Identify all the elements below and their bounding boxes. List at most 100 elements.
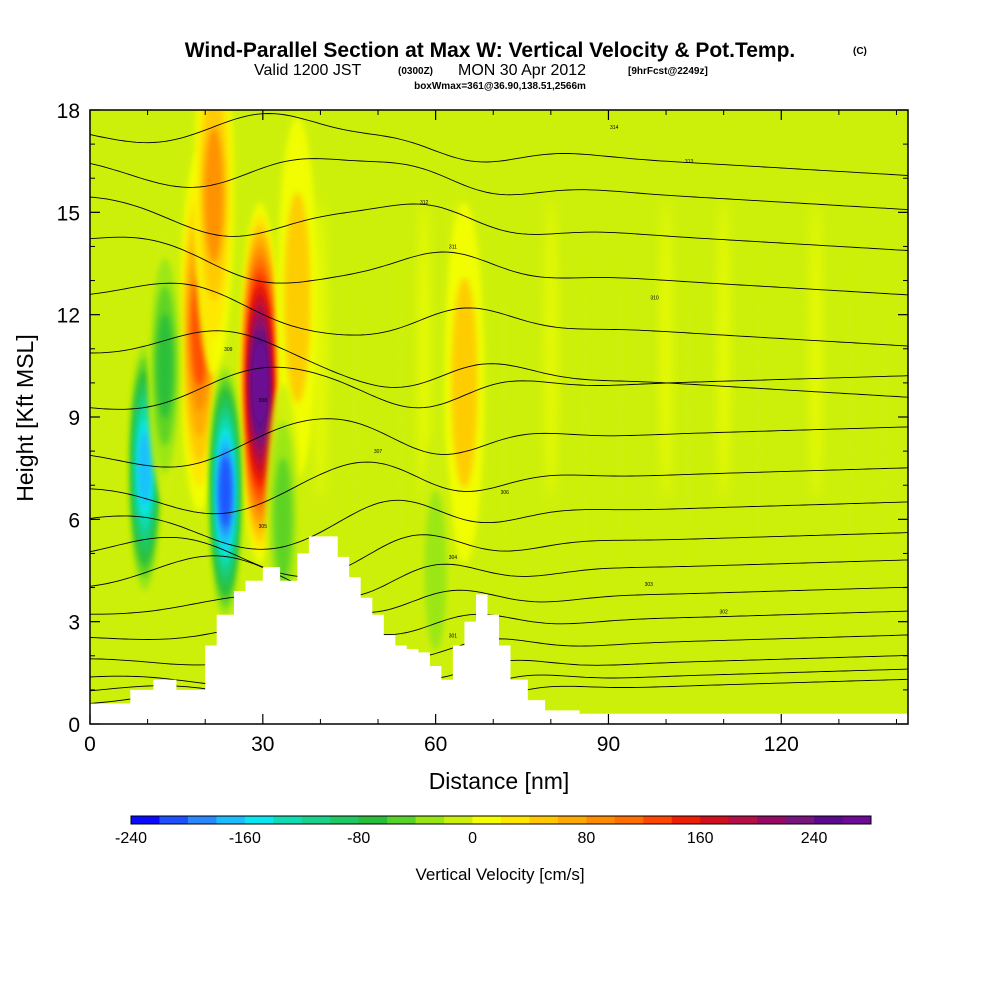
updraft-core xyxy=(252,342,267,424)
theta-contour-label: 314 xyxy=(610,125,619,131)
weak-downdraft-column xyxy=(499,247,510,587)
colorbar-swatch xyxy=(529,816,559,824)
x-tick-label: 0 xyxy=(84,733,96,756)
x-tick-label: 120 xyxy=(764,733,799,756)
theta-contour-label: 308 xyxy=(259,398,268,404)
weak-downdraft-column xyxy=(396,247,407,587)
colorbar-tick-label: -240 xyxy=(115,830,147,847)
box-info: boxWmax=361@36.90,138.51,2566m xyxy=(414,81,586,92)
y-tick-label: 0 xyxy=(68,714,80,737)
colorbar-swatch xyxy=(358,816,388,824)
downdraft-core xyxy=(273,457,292,581)
theta-contour-labels: 301 302 303 304 305 306 307 308 309 310 311 312 313 3… xyxy=(224,125,728,639)
theta-contour-label: 309 xyxy=(224,347,233,353)
chart-title: Wind-Parallel Section at Max W: Vertical… xyxy=(185,39,796,62)
downdraft-core xyxy=(424,490,447,651)
colorbar-swatch xyxy=(700,816,730,824)
theta-contour-label: 305 xyxy=(259,524,268,530)
colorbar-swatch xyxy=(444,816,473,824)
y-tick-label: 18 xyxy=(57,100,80,123)
colorbar-swatch xyxy=(785,816,815,824)
x-tick-label: 60 xyxy=(424,733,447,756)
colorbar-tick-label: -80 xyxy=(347,830,370,847)
theta-contour-label: 307 xyxy=(374,449,383,455)
colorbar-tick-label: 160 xyxy=(687,830,714,847)
weak-downdraft-column xyxy=(845,247,856,587)
weak-updraft-column xyxy=(544,198,557,499)
colorbar-swatch xyxy=(301,816,331,824)
weak-downdraft-column xyxy=(879,247,890,587)
theta-contour-line xyxy=(90,113,908,176)
x-tick-label: 30 xyxy=(251,733,274,756)
x-tick-label: 90 xyxy=(597,733,620,756)
weak-downdraft-column xyxy=(753,247,764,587)
theta-contour-label: 304 xyxy=(449,555,458,561)
theta-contours xyxy=(90,113,908,704)
colorbar-swatch xyxy=(187,816,217,824)
valid-prefix: Valid 1200 JST xyxy=(254,62,362,79)
weak-updraft-column xyxy=(809,198,822,499)
colorbar-swatch xyxy=(273,816,303,824)
colorbar-swatch xyxy=(614,816,644,824)
colorbar-swatch xyxy=(842,816,872,824)
theta-contour-line xyxy=(90,555,908,598)
colorbar-swatch xyxy=(728,816,758,824)
theta-contour-label: 313 xyxy=(685,159,694,165)
y-axis-label: Height [Kft MSL] xyxy=(12,334,38,501)
colorbar-swatch xyxy=(501,816,530,824)
forecast-tag: [9hrFcst@2249z] xyxy=(628,66,708,77)
colorbar-tick-label: 0 xyxy=(468,830,477,847)
updraft-core xyxy=(284,192,311,403)
x-axis-label: Distance [nm] xyxy=(429,768,570,794)
y-axis: 0 3 6 9 12 15 18 xyxy=(57,100,908,737)
colorbar-tick-label: 240 xyxy=(801,830,828,847)
colorbar-swatch xyxy=(159,816,189,824)
colorbar-swatch xyxy=(643,816,673,824)
y-tick-label: 6 xyxy=(68,509,80,532)
plot-area: 301 302 303 304 305 306 307 308 309 310 311 312 313 3… xyxy=(90,110,908,724)
weak-downdraft-column xyxy=(684,247,695,587)
terrain-mask xyxy=(90,536,908,724)
theta-contour-line xyxy=(90,282,908,347)
theta-contour-label: 311 xyxy=(449,244,457,250)
y-tick-label: 9 xyxy=(68,407,80,430)
weak-downdraft-column xyxy=(614,247,625,587)
theta-contour-line xyxy=(90,366,908,410)
theta-contour-line xyxy=(90,418,908,468)
valid-time-line: Valid 1200 JST (0300Z) MON 30 Apr 2012 [… xyxy=(254,62,708,79)
theta-contour-line xyxy=(90,586,908,615)
colorbar-swatch xyxy=(415,816,445,824)
x-axis: 0 30 60 90 120 xyxy=(84,110,897,756)
weak-updraft-column xyxy=(418,198,431,499)
colorbar: -240 -160 -80 0 80 160 240 xyxy=(115,815,872,847)
theta-contour-line xyxy=(90,236,908,296)
theta-contour-label: 306 xyxy=(501,490,510,496)
downdraft-core xyxy=(219,457,232,528)
y-tick-label: 12 xyxy=(57,305,80,328)
colorbar-swatch xyxy=(131,816,160,824)
theta-contour-line xyxy=(90,499,908,550)
theta-contour-label: 302 xyxy=(719,609,728,615)
theta-contour-line xyxy=(90,158,908,211)
colorbar-swatch xyxy=(387,816,417,824)
theta-contour-label: 301 xyxy=(449,633,458,639)
valid-date: MON 30 Apr 2012 xyxy=(458,62,586,79)
colorbar-swatch xyxy=(330,816,360,824)
updraft-core xyxy=(451,277,478,488)
colorbar-tick-label: -160 xyxy=(229,830,261,847)
colorbar-swatch xyxy=(814,816,843,824)
colorbar-swatch xyxy=(671,816,701,824)
y-tick-label: 3 xyxy=(68,612,80,635)
weak-downdraft-column xyxy=(580,247,591,587)
updraft-core xyxy=(204,127,224,263)
theta-contour-label: 310 xyxy=(650,296,659,302)
colorbar-tick-label: 80 xyxy=(577,830,595,847)
weak-updraft-column xyxy=(660,198,673,499)
colorbar-swatch xyxy=(244,816,274,824)
theta-contour-line xyxy=(90,196,908,251)
copyright-mark: (C) xyxy=(853,46,867,57)
colorbar-swatch xyxy=(472,816,502,824)
colorbar-swatch xyxy=(216,816,246,824)
weak-updraft-column xyxy=(717,198,730,499)
